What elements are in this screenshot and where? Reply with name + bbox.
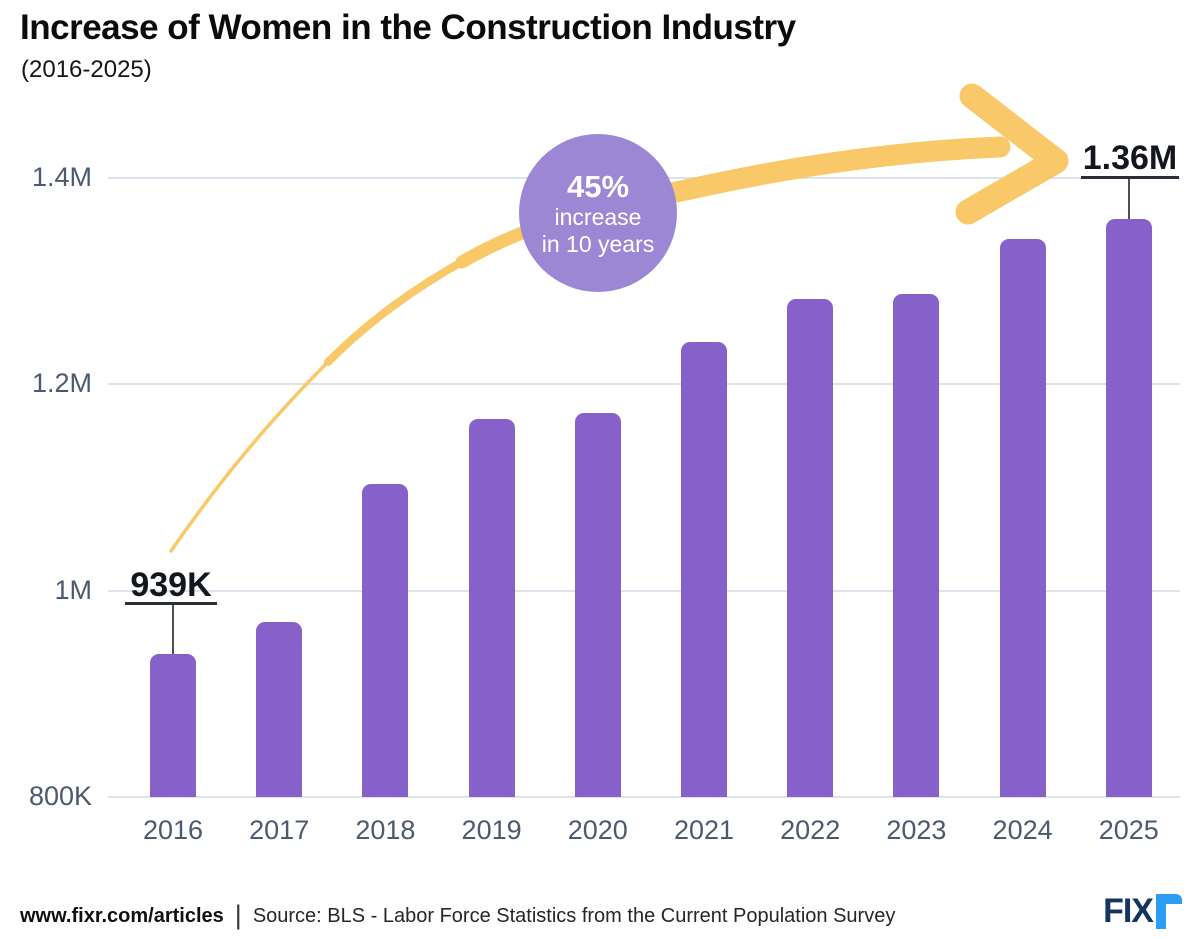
footer-site-url: www.fixr.com/articles: [20, 905, 224, 927]
callout-939k-label: 939K: [130, 566, 212, 604]
bar-2018: [362, 484, 409, 797]
footer-separator: |: [234, 900, 242, 930]
y-tick-800K: 800K: [28, 781, 92, 811]
gridline-1.2M: [108, 383, 1180, 386]
bar-2016: [150, 653, 196, 797]
x-tick-2017: 2017: [249, 815, 310, 845]
page-title: Increase of Women in the Construction In…: [20, 8, 796, 47]
badge-percent: 45%: [566, 168, 630, 204]
x-tick-2019: 2019: [461, 815, 522, 845]
x-tick-2023: 2023: [886, 815, 947, 845]
callout-939k-connector: [172, 605, 174, 654]
bar-2024: [999, 238, 1046, 797]
bar-2023: [893, 293, 940, 797]
bar-2020: [574, 413, 621, 797]
bar-2022: [787, 298, 834, 797]
fixr-logo-r-glyph: [1156, 894, 1182, 929]
badge-line2: in 10 years: [541, 230, 655, 257]
fixr-logo: FIX: [1103, 894, 1182, 929]
footer: www.fixr.com/articles | Source: BLS - La…: [20, 900, 896, 932]
x-tick-2018: 2018: [355, 815, 416, 845]
bar-2017: [256, 621, 303, 797]
fixr-logo-text: FIX: [1103, 892, 1154, 930]
bar-2021: [681, 342, 727, 797]
callout-136m-connector: [1128, 179, 1130, 219]
x-tick-2020: 2020: [567, 815, 628, 845]
bar-2019: [468, 419, 515, 797]
page-subtitle: (2016-2025): [21, 56, 152, 83]
x-tick-2021: 2021: [673, 815, 735, 845]
callout-136m-label: 1.36M: [1082, 139, 1178, 177]
y-tick-1M: 1M: [54, 574, 92, 605]
gridline-1M: [108, 589, 1180, 592]
x-tick-2022: 2022: [780, 815, 841, 845]
badge-line1: increase: [554, 204, 642, 231]
x-tick-2025: 2025: [1098, 815, 1159, 845]
y-tick-1.4M: 1.4M: [31, 162, 92, 192]
x-tick-2016: 2016: [142, 815, 204, 845]
callout-136m-underline: [1081, 176, 1179, 179]
bar-2025: [1105, 219, 1152, 797]
footer-source-text: Source: BLS - Labor Force Statistics fro…: [252, 905, 896, 927]
y-tick-1.2M: 1.2M: [31, 368, 92, 399]
increase-badge: 45% increase in 10 years: [519, 134, 677, 292]
x-tick-2024: 2024: [992, 815, 1053, 845]
gridline-800K: [108, 796, 1180, 798]
callout-939k-underline: [125, 602, 217, 605]
